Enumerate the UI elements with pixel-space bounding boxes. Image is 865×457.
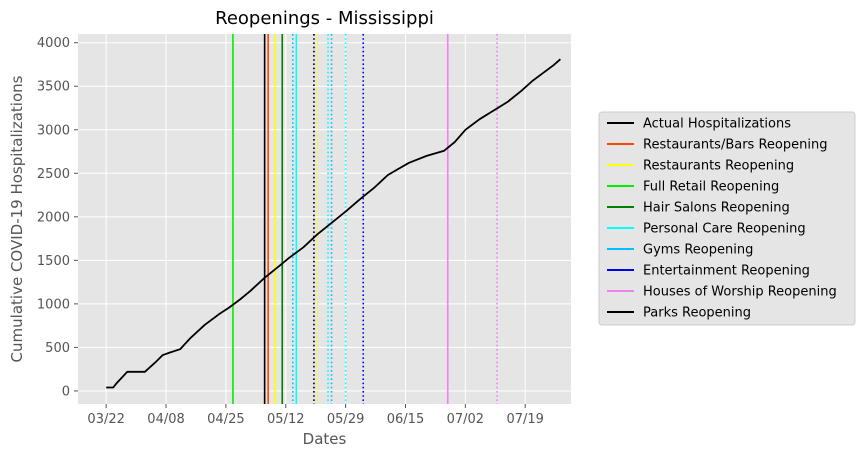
legend-entry-label: Entertainment Reopening (643, 264, 810, 279)
y-tick-label: 500 (45, 341, 70, 356)
y-gridlines (78, 42, 571, 392)
legend: Actual Hospitalizations Restaurants/Bars … (598, 111, 856, 326)
x-tick-label: 04/08 (147, 412, 184, 427)
x-axis-ticks: 03/22 04/08 04/25 05/12 05/29 06/15 07/02 07/19 (87, 404, 544, 427)
x-tick-label: 07/02 (447, 412, 484, 427)
legend-entry-label: Houses of Worship Reopening (643, 285, 837, 300)
x-axis-label: Dates (303, 430, 347, 448)
legend-entry-label: Actual Hospitalizations (643, 117, 791, 132)
y-tick-label: 2000 (37, 210, 70, 225)
y-tick-label: 3000 (37, 123, 70, 138)
y-tick-label: 1000 (37, 297, 70, 312)
reopening-lines (232, 34, 498, 404)
chart-title: Reopenings - Mississippi (215, 8, 434, 29)
x-tick-label: 07/19 (506, 412, 543, 427)
y-tick-label: 2500 (37, 167, 70, 182)
series-lines (106, 58, 561, 389)
y-tick-label: 4000 (37, 36, 70, 51)
x-tick-label: 05/12 (267, 412, 304, 427)
x-tick-label: 03/22 (87, 412, 124, 427)
legend-frame (598, 111, 856, 326)
legend-entry-label: Restaurants/Bars Reopening (643, 138, 827, 153)
y-tick-label: 1500 (37, 254, 70, 269)
x-tick-label: 06/15 (387, 412, 424, 427)
legend-entry-label: Personal Care Reopening (643, 222, 806, 237)
legend-entry-label: Gyms Reopening (643, 243, 753, 258)
y-axis-label: Cumulative COVID-19 Hospitalizations (8, 75, 26, 362)
plot-background (78, 34, 571, 404)
series-line (106, 58, 561, 389)
y-tick-label: 3500 (37, 80, 70, 95)
y-tick-label: 0 (62, 384, 70, 399)
legend-entry-label: Full Retail Reopening (643, 180, 779, 195)
legend-entry-label: Parks Reopening (643, 306, 751, 321)
legend-entry-label: Restaurants Reopening (643, 159, 794, 174)
legend-entry-label: Hair Salons Reopening (643, 201, 790, 216)
x-tick-label: 04/25 (207, 412, 244, 427)
x-tick-label: 05/29 (327, 412, 364, 427)
y-axis-ticks: 0 500 1000 1500 2000 2500 3000 3500 4000 (37, 36, 78, 399)
